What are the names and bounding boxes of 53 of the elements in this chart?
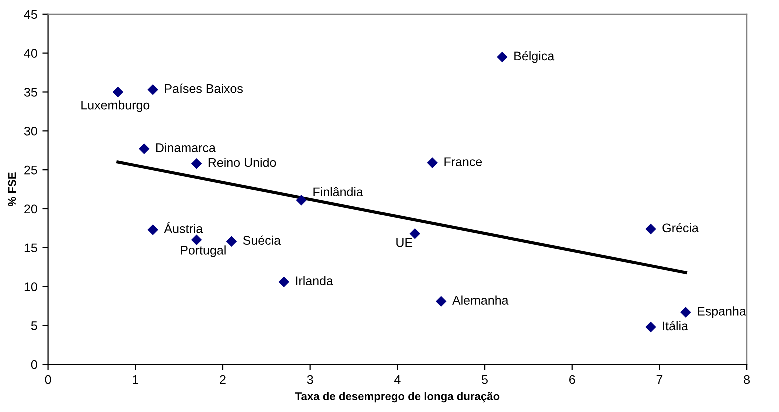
point — [646, 224, 656, 235]
annotation: Espanha — [698, 306, 746, 318]
x-tick-label: 7 — [656, 375, 663, 384]
point — [296, 195, 307, 206]
point — [191, 158, 202, 170]
annotation: Irlanda — [296, 276, 334, 286]
annotation: Itália — [663, 321, 688, 331]
y-tick-label: 25 — [24, 166, 38, 175]
annotation: Grécia — [662, 223, 699, 233]
y-tick-label: 20 — [24, 204, 38, 214]
x-tick-label: 5 — [482, 375, 488, 384]
point — [278, 276, 290, 288]
point — [112, 86, 124, 98]
y-tick-label: 35 — [24, 88, 38, 97]
annotation: Áustria — [164, 222, 204, 234]
point — [646, 322, 656, 333]
annotation: Alemanha — [452, 296, 509, 305]
point — [148, 84, 158, 96]
annotation: Dinamarca — [156, 143, 216, 152]
point — [148, 224, 158, 236]
point — [436, 296, 447, 307]
point — [680, 307, 692, 318]
y-tick-label: 45 — [24, 10, 38, 20]
x-tick-label: 3 — [307, 375, 314, 384]
y-tick-label: 15 — [24, 244, 38, 253]
y-tick-label: 10 — [24, 282, 38, 292]
annotation: Luxemburgo — [82, 100, 150, 112]
annotation: Bélgica — [514, 51, 555, 64]
y-tick-label: 40 — [24, 49, 38, 58]
annotation: France — [444, 158, 482, 166]
x-tick-label: 2 — [220, 375, 226, 384]
x-axis-title: Taxa de desemprego de longa duração — [295, 392, 500, 403]
x-tick-label: 6 — [570, 375, 576, 384]
annotation: Portugal — [181, 246, 226, 258]
y-axis-title: % FSE — [8, 172, 16, 207]
x-tick-label: 4 — [394, 375, 401, 384]
annotation: Finlândia — [314, 187, 364, 197]
y-tick-label: 30 — [24, 126, 38, 136]
x-tick-label: 8 — [744, 375, 750, 384]
x-tick-label: 0 — [45, 375, 52, 384]
point — [226, 236, 238, 248]
annotation: Suécia — [243, 236, 282, 246]
y-tick-label: 5 — [31, 322, 38, 330]
annotation: Reino Unido — [208, 158, 276, 168]
y-tick-label: 0 — [31, 360, 38, 370]
annotation: UE — [396, 238, 413, 248]
x-tick-label: 1 — [133, 375, 139, 384]
annotation: Países Baixos — [165, 84, 243, 94]
point — [410, 228, 421, 240]
point — [139, 144, 150, 154]
point — [191, 234, 202, 246]
point — [497, 52, 508, 63]
point — [427, 158, 438, 168]
